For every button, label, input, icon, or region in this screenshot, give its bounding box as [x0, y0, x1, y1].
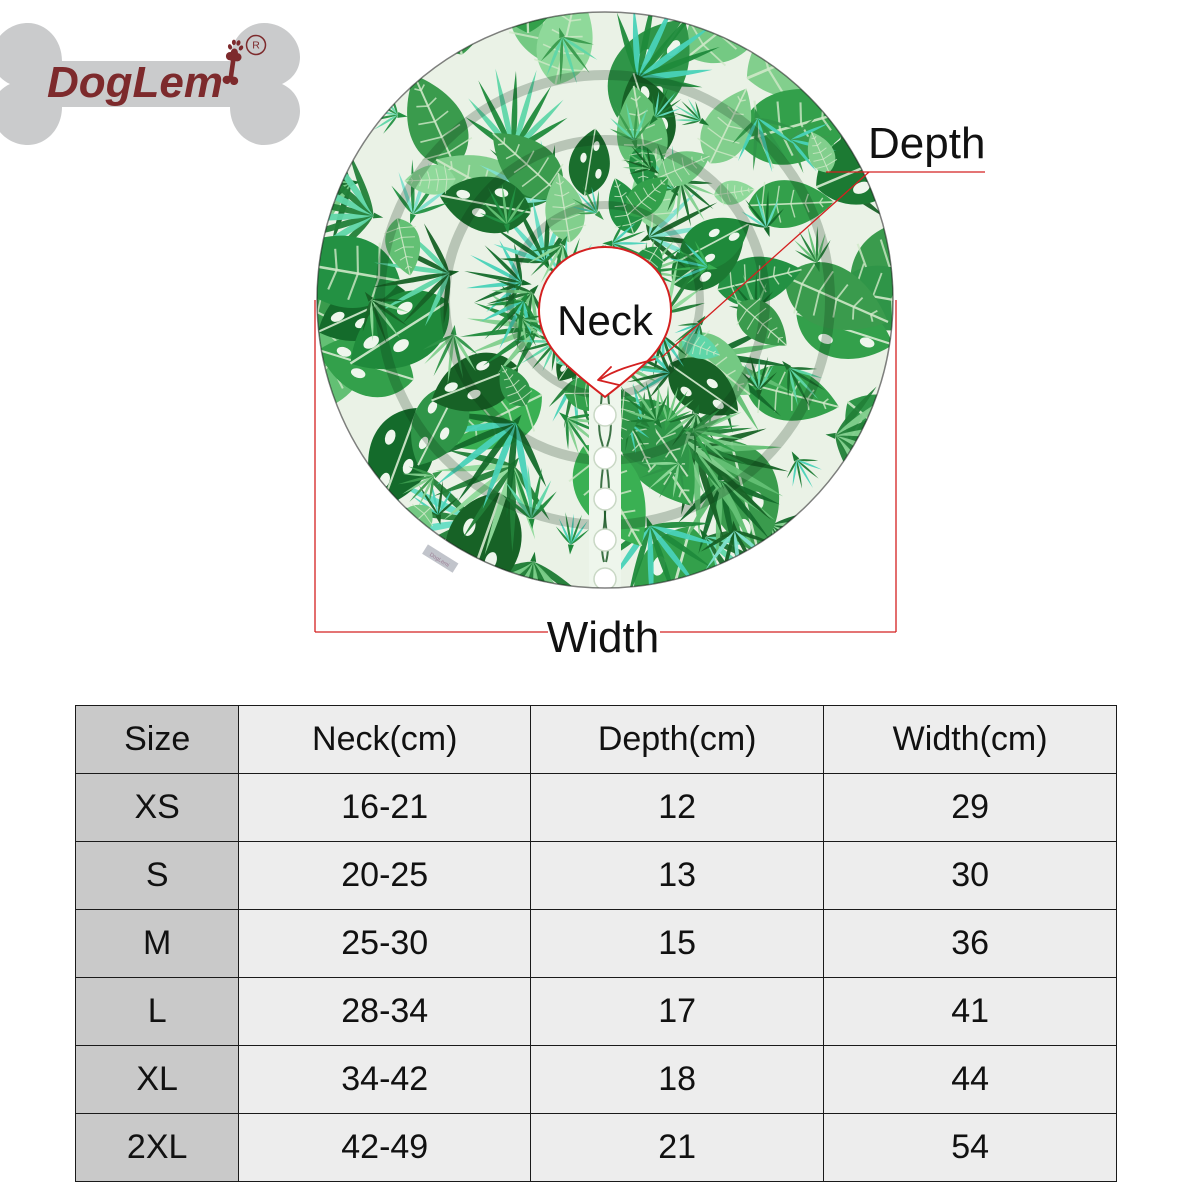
svg-text:Width: Width: [547, 613, 659, 662]
svg-text:Neck: Neck: [557, 297, 654, 344]
svg-text:Depth: Depth: [868, 119, 985, 168]
